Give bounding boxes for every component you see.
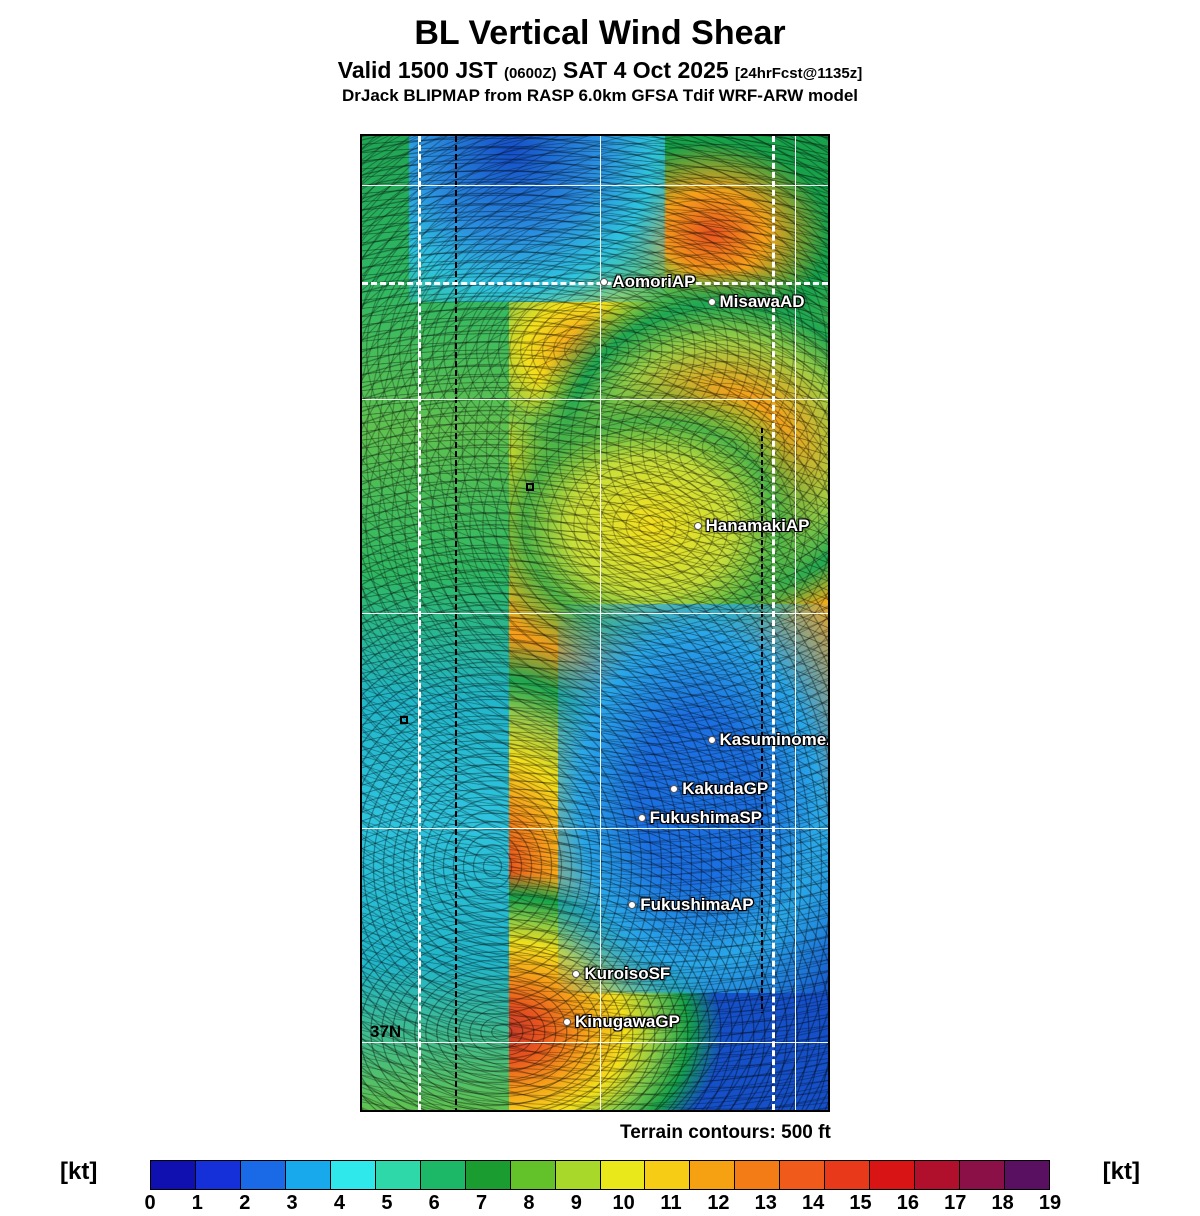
- page-title: BL Vertical Wind Shear: [0, 14, 1200, 53]
- tick-8: 8: [523, 1192, 534, 1215]
- fukushimasp-dot[interactable]: [638, 814, 646, 822]
- site-marker-kakudagp[interactable]: KakudaGP: [670, 779, 768, 799]
- tick-12: 12: [707, 1192, 729, 1215]
- colorbar-seg-6: [420, 1160, 466, 1190]
- colorbar-seg-7: [465, 1160, 511, 1190]
- tick-18: 18: [992, 1192, 1014, 1215]
- tick-19: 19: [1039, 1192, 1061, 1215]
- colorbar-seg-8: [510, 1160, 556, 1190]
- tick-17: 17: [944, 1192, 966, 1215]
- colorbar-seg-10: [600, 1160, 646, 1190]
- kasuminomead-dot[interactable]: [708, 736, 716, 744]
- misawaad-label: MisawaAD: [720, 292, 805, 312]
- site-marker-kinugawagp[interactable]: KinugawaGP: [563, 1012, 680, 1032]
- colorbar-seg-4: [330, 1160, 376, 1190]
- gridline-lat-41: [362, 185, 828, 186]
- tick-3: 3: [287, 1192, 298, 1215]
- tick-10: 10: [613, 1192, 635, 1215]
- colorbar-seg-13: [734, 1160, 780, 1190]
- dashed-boundary-north: [362, 282, 828, 285]
- tick-6: 6: [429, 1192, 440, 1215]
- site-marker-fukushimaap[interactable]: FukushimaAP: [628, 895, 753, 915]
- colorbar-seg-17: [914, 1160, 960, 1190]
- kakudagp-label: KakudaGP: [682, 779, 768, 799]
- kt-unit-label-right: [kt]: [1103, 1158, 1140, 1186]
- kinugawagp-label: KinugawaGP: [575, 1012, 680, 1032]
- tick-1: 1: [192, 1192, 203, 1215]
- colorbar-seg-1: [195, 1160, 241, 1190]
- tick-15: 15: [849, 1192, 871, 1215]
- colorbar-seg-12: [689, 1160, 735, 1190]
- colorbar-seg-11: [644, 1160, 690, 1190]
- unlabeled-marker-2[interactable]: [400, 716, 408, 724]
- colorbar-seg-9: [555, 1160, 601, 1190]
- tick-14: 14: [802, 1192, 824, 1215]
- colorbar-seg-5: [375, 1160, 421, 1190]
- kt-unit-label-left: [kt]: [60, 1158, 97, 1186]
- kuroisosf-dot[interactable]: [572, 970, 580, 978]
- lat-label-37n-inner: 37N: [370, 1022, 401, 1042]
- tick-16: 16: [897, 1192, 919, 1215]
- hanamakiap-dot[interactable]: [694, 522, 702, 530]
- kasuminomead-label: KasuminomeAD: [720, 730, 831, 750]
- fukushimaap-dot[interactable]: [628, 901, 636, 909]
- site-marker-fukushimasp[interactable]: FukushimaSP: [638, 808, 762, 828]
- colorbar-seg-0: [150, 1160, 196, 1190]
- tick-9: 9: [571, 1192, 582, 1215]
- kinugawagp-dot[interactable]: [563, 1018, 571, 1026]
- subtitle: Valid 1500 JST (0600Z) SAT 4 Oct 2025 [2…: [0, 57, 1200, 84]
- fukushimaap-label: FukushimaAP: [640, 895, 753, 915]
- kuroisosf-label: KuroisoSF: [584, 964, 670, 984]
- gridline-lat-40: [362, 399, 828, 400]
- colorbar-seg-2: [240, 1160, 286, 1190]
- colorbar-seg-3: [285, 1160, 331, 1190]
- colorbar-seg-15: [824, 1160, 870, 1190]
- site-marker-misawaad[interactable]: MisawaAD: [708, 292, 805, 312]
- hanamakiap-label: HanamakiAP: [706, 516, 810, 536]
- misawaad-dot[interactable]: [708, 298, 716, 306]
- tick-4: 4: [334, 1192, 345, 1215]
- site-marker-aomoriap[interactable]: AomoriAP: [600, 272, 695, 292]
- tick-7: 7: [476, 1192, 487, 1215]
- fukushimasp-label: FukushimaSP: [650, 808, 762, 828]
- colorbar: [150, 1160, 1050, 1190]
- tick-2: 2: [239, 1192, 250, 1215]
- wind-shear-map: 140E 141E 142E 140E 141E 41N 40N 39N 38N…: [360, 134, 830, 1112]
- aomoriap-label: AomoriAP: [612, 272, 695, 292]
- colorbar-seg-16: [869, 1160, 915, 1190]
- tick-5: 5: [381, 1192, 392, 1215]
- unlabeled-marker-1[interactable]: [526, 483, 534, 491]
- tick-13: 13: [755, 1192, 777, 1215]
- header: BL Vertical Wind Shear Valid 1500 JST (0…: [0, 14, 1200, 106]
- kakudagp-dot[interactable]: [670, 785, 678, 793]
- gridline-lat-39: [362, 613, 828, 614]
- colorbar-tick-row: 0 1 2 3 4 5 6 7 8 9 10 11 12 13 14 15 16…: [150, 1192, 1050, 1216]
- tick-0: 0: [144, 1192, 155, 1215]
- model-description: DrJack BLIPMAP from RASP 6.0km GFSA Tdif…: [0, 86, 1200, 106]
- colorbar-seg-19: [1004, 1160, 1050, 1190]
- aomoriap-dot[interactable]: [600, 278, 608, 286]
- site-marker-kasuminomead[interactable]: KasuminomeAD: [708, 730, 831, 750]
- terrain-contour-caption: Terrain contours: 500 ft: [620, 1122, 1020, 1144]
- site-marker-kuroisosf[interactable]: KuroisoSF: [572, 964, 670, 984]
- colorbar-seg-18: [959, 1160, 1005, 1190]
- colorbar-seg-14: [779, 1160, 825, 1190]
- tick-11: 11: [660, 1192, 681, 1215]
- gridline-lat-37: [362, 1042, 828, 1043]
- site-marker-hanamakiap[interactable]: HanamakiAP: [694, 516, 810, 536]
